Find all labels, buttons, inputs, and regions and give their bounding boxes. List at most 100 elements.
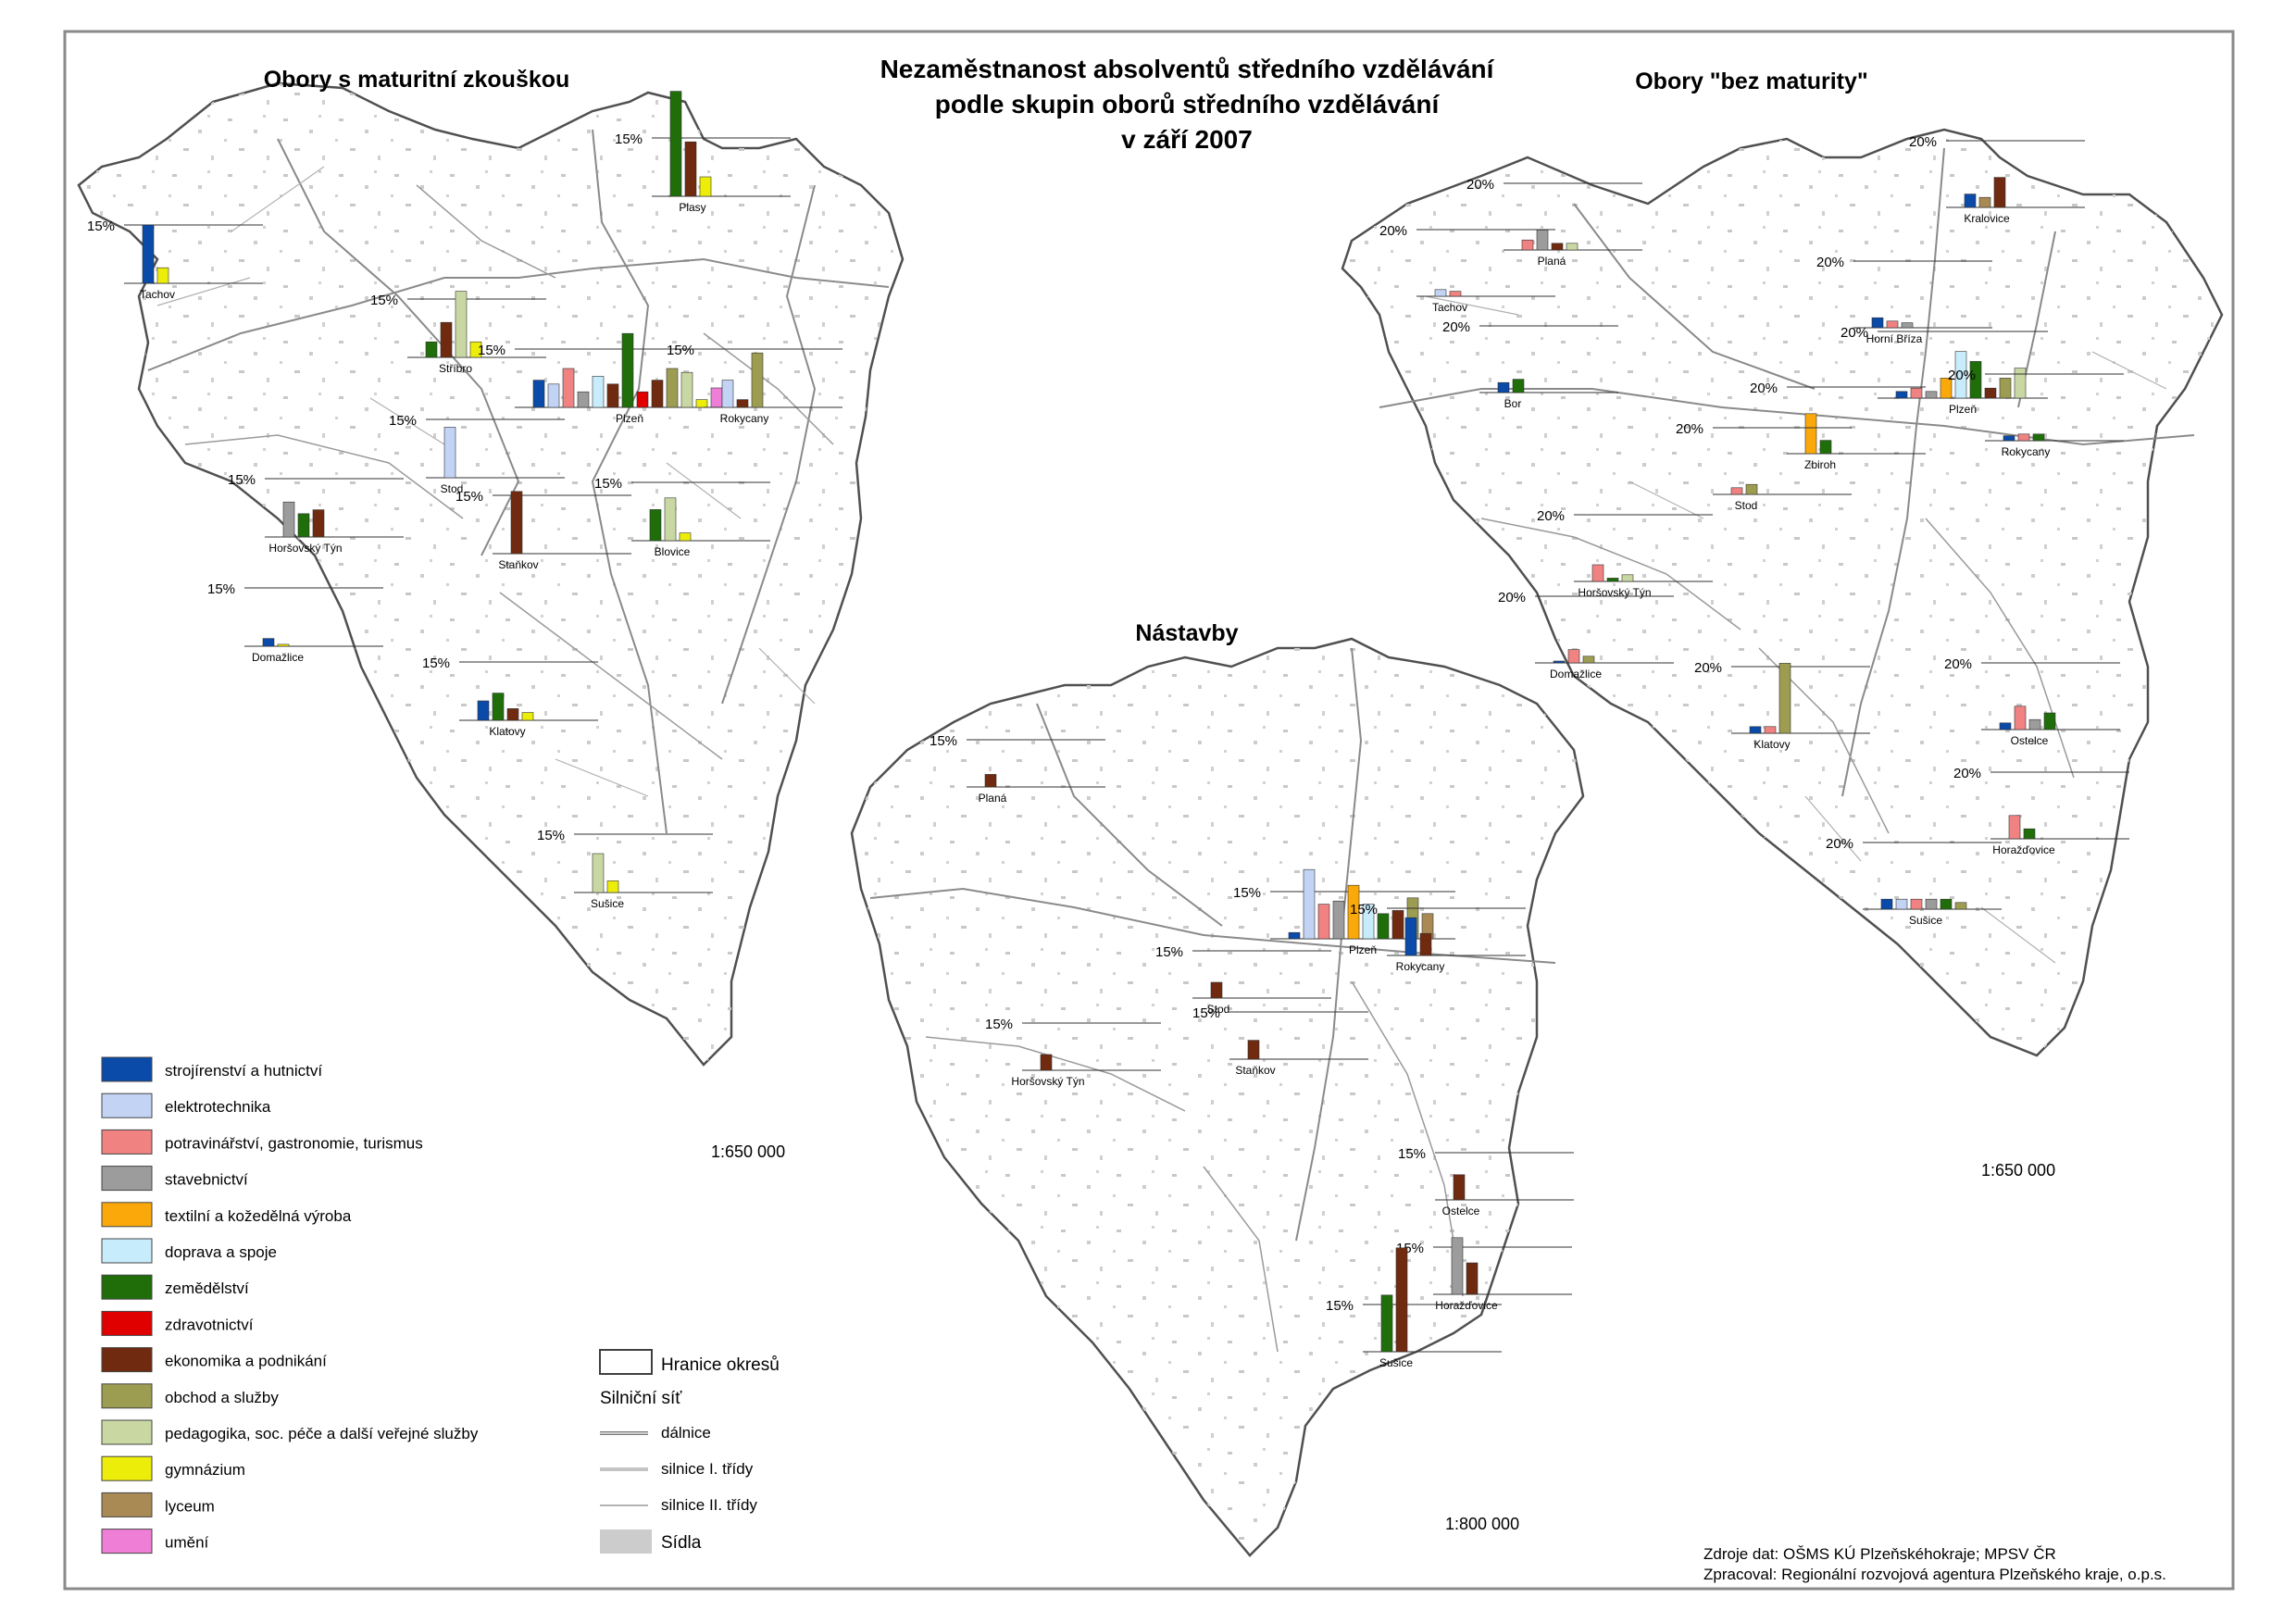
bar-potravinarstvi (2014, 705, 2027, 730)
town-chart-bez_maturity: 20% Kralovice (1909, 134, 2085, 225)
map-title-line3: v září 2007 (1121, 125, 1253, 154)
bar-pedagogika (455, 291, 468, 358)
town-label: Stod (1207, 1003, 1230, 1016)
bar-doprava (1954, 351, 1967, 399)
town-chart-maturita: 15% Rokycany (667, 343, 842, 425)
legend-label-stavebnictvi: stavebnictví (165, 1171, 248, 1189)
legend-label-elektrotechnika: elektrotechnika (165, 1098, 271, 1116)
ref-label: 15% (1155, 944, 1183, 960)
bar-stavebnictvi (2028, 718, 2041, 730)
town-label: Horšovský Týn (268, 542, 342, 555)
town-chart-bez_maturity: 20% Domažlice (1498, 590, 1674, 680)
legend-swatch-umeni (101, 1529, 153, 1554)
bar-zemedelstvi (1380, 1294, 1393, 1353)
bar-ekonomika (606, 383, 619, 408)
town-chart-bez_maturity: 20% Rokycany (1948, 368, 2124, 458)
bar-stavebnictvi (1925, 898, 1938, 910)
town-label: Klatovy (1753, 738, 1790, 751)
town-label: Domažlice (252, 651, 304, 664)
source-line1: Zdroje dat: OŠMS KÚ Plzeňskéhokraje; MPS… (1703, 1545, 2056, 1563)
ref-label: 15% (594, 476, 622, 492)
bar-elektrotechnika (1895, 898, 1908, 910)
bar-potravinarstvi (1521, 239, 1534, 251)
town-label: Plzeň (1949, 403, 1977, 416)
town-chart-maturita: 15% Stříbro (370, 291, 546, 375)
bar-stavebnictvi (1451, 1237, 1464, 1295)
legend-label-silnice2: silnice II. třídy (661, 1496, 757, 1514)
town-chart-nastavby: 15% Ostelce (1398, 1146, 1574, 1217)
town-chart-maturita: 15% Blovice (594, 476, 770, 558)
legend-swatch-strojirenstvi (101, 1056, 153, 1082)
bar-obchod (751, 352, 764, 408)
bar-ekonomika (312, 509, 325, 538)
ref-label: 20% (1537, 508, 1565, 524)
bar-zemedelstvi (2023, 828, 2036, 840)
bar-ekonomika (651, 380, 664, 408)
bar-potravinarstvi (1591, 564, 1604, 582)
legend-label-ekonomika: ekonomika a podnikání (165, 1353, 327, 1370)
legend-swatch-elektrotechnika (101, 1092, 153, 1118)
bar-gymnazium (606, 880, 619, 893)
town-chart-maturita: 15% Stod (389, 413, 565, 495)
ref-label: 20% (1909, 134, 1937, 150)
legend-swatch-potravinarstvi (101, 1129, 153, 1155)
map-title-line2: podle skupin oborů středního vzdělávání (935, 90, 1441, 119)
bar-potravinarstvi (1567, 649, 1580, 664)
town-label: Horní Bříza (1866, 332, 1923, 345)
legend-swatch-stavebnictvi (101, 1166, 153, 1192)
ref-label: 15% (615, 131, 643, 147)
bar-strojirenstvi (1871, 317, 1884, 329)
bar-doprava (592, 376, 605, 408)
bar-stavebnictvi (1925, 391, 1938, 399)
legend-swatch-hranice (599, 1349, 653, 1375)
ref-label: 15% (1233, 885, 1261, 901)
legend-label-dalnice: dálnice (661, 1424, 711, 1442)
ref-label: 15% (1350, 902, 1378, 918)
legend-label-gymnazium: gymnázium (165, 1461, 245, 1479)
legend-label-umeni: umění (165, 1534, 209, 1552)
town-label: Horšovský Týn (1011, 1075, 1084, 1088)
town-chart-maturita: 15% Staňkov (455, 489, 631, 571)
town-label: Stod (1735, 499, 1758, 512)
bar-zemedelstvi (1512, 379, 1525, 393)
town-chart-nastavby: 15% Staňkov (1192, 1005, 1368, 1077)
town-label: Rokycany (1396, 960, 1445, 973)
bar-textilni (1347, 884, 1360, 940)
town-label: Bor (1504, 397, 1522, 410)
bar-zemedelstvi (621, 332, 634, 408)
ref-label: 15% (207, 581, 235, 597)
bar-pedagogika (680, 371, 693, 408)
bar-ekonomika (1395, 1247, 1408, 1353)
bar-gymnazium (156, 267, 169, 284)
ref-label: 15% (478, 343, 505, 358)
town-chart-bez_maturity: 20% Tachov (1379, 223, 1555, 314)
bar-gymnazium (695, 399, 708, 408)
town-chart-nastavby: 15% Planá (930, 733, 1105, 805)
legend-label-silnice1: silnice I. třídy (661, 1460, 754, 1478)
town-chart-maturita: 15% Tachov (87, 218, 263, 301)
bar-zemedelstvi (669, 91, 682, 197)
region-map-nastavby (850, 637, 1585, 1557)
legend-swatch-lyceum (101, 1492, 153, 1517)
bar-zemedelstvi (492, 693, 505, 721)
ref-label: 20% (1826, 836, 1853, 852)
bar-ekonomika (684, 141, 697, 197)
panel-title-bez-maturity: Obory "bez maturity" (1635, 69, 1868, 94)
town-label: Stod (441, 482, 464, 495)
town-label: Plzeň (616, 412, 643, 425)
town-label: Horšovský Týn (1578, 586, 1651, 599)
bar-gymnazium (679, 532, 692, 542)
bar-ekonomika (510, 491, 523, 555)
bar-strojirenstvi (1404, 917, 1417, 956)
town-chart-bez_maturity: 20%Horní Bříza (1816, 255, 1992, 345)
town-chart-nastavby: 15% Sušice (1326, 1247, 1502, 1369)
bar-gymnazium (469, 341, 482, 358)
ref-label: 15% (1192, 1005, 1220, 1021)
bar-potravinarstvi (2008, 815, 2021, 840)
town-charts-layer: 15% Plasy 15% Tachov 15% Stříbro 15% Plzeň 15% Ro… (87, 91, 2129, 1369)
bar-strojirenstvi (1880, 898, 1893, 910)
town-label: Ostelce (2011, 734, 2049, 747)
bar-potravinarstvi (2017, 433, 2030, 442)
town-label: Zbiroh (1804, 458, 1836, 471)
